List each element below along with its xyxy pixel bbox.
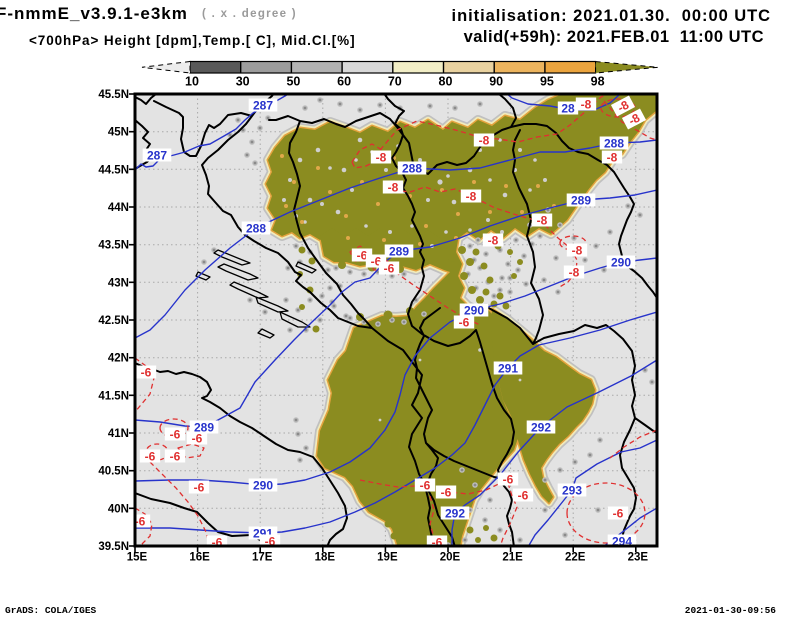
svg-text:-6: -6 — [170, 449, 181, 463]
svg-text:290: 290 — [253, 478, 273, 492]
svg-text:28: 28 — [561, 101, 575, 115]
svg-text:-8: -8 — [388, 180, 399, 194]
svg-text:19E: 19E — [377, 552, 398, 564]
svg-text:21E: 21E — [502, 552, 523, 564]
svg-text:10: 10 — [185, 75, 199, 89]
svg-text:291: 291 — [498, 361, 518, 375]
svg-text:41.5N: 41.5N — [98, 390, 129, 402]
svg-text:40N: 40N — [108, 503, 129, 515]
svg-text:289: 289 — [571, 193, 591, 207]
svg-text:-6: -6 — [503, 472, 514, 486]
svg-text:-8: -8 — [488, 233, 499, 247]
svg-text:-6: -6 — [141, 365, 152, 379]
svg-text:287: 287 — [147, 148, 167, 162]
svg-text:16E: 16E — [189, 552, 210, 564]
svg-text:39.5N: 39.5N — [98, 541, 129, 553]
svg-text:-6: -6 — [613, 506, 624, 520]
svg-text:-8: -8 — [572, 243, 583, 257]
svg-text:-6: -6 — [145, 449, 156, 463]
svg-text:30: 30 — [236, 75, 250, 89]
svg-text:-6: -6 — [384, 261, 395, 275]
svg-text:292: 292 — [445, 506, 465, 520]
svg-text:22E: 22E — [565, 552, 586, 564]
svg-text:98: 98 — [591, 75, 605, 89]
svg-text:-8: -8 — [537, 213, 548, 227]
svg-text:-6: -6 — [441, 485, 452, 499]
svg-text:-6: -6 — [194, 480, 205, 494]
svg-text:-6: -6 — [371, 254, 382, 268]
svg-text:50: 50 — [286, 75, 300, 89]
svg-text:289: 289 — [389, 244, 409, 258]
svg-text:90: 90 — [489, 75, 503, 89]
svg-text:70: 70 — [388, 75, 402, 89]
svg-text:288: 288 — [246, 221, 266, 235]
svg-text:-6: -6 — [265, 534, 276, 548]
svg-text:-8: -8 — [581, 97, 592, 111]
svg-text:289: 289 — [194, 420, 214, 434]
svg-text:-6: -6 — [432, 535, 443, 549]
svg-text:15E: 15E — [127, 552, 148, 564]
svg-text:44N: 44N — [108, 202, 129, 214]
svg-text:44.5N: 44.5N — [98, 164, 129, 176]
svg-text:initialisation: 2021.01.30. 0: initialisation: 2021.01.30. 00:00 UTC — [452, 7, 771, 25]
svg-text:valid(+59h): 2021.FEB.01 11:0: valid(+59h): 2021.FEB.01 11:00 UTC — [464, 28, 764, 46]
svg-text:23E: 23E — [628, 552, 649, 564]
svg-text:-6: -6 — [192, 431, 203, 445]
svg-text:20E: 20E — [440, 552, 461, 564]
svg-text:-8: -8 — [569, 265, 580, 279]
svg-text:288: 288 — [604, 136, 624, 150]
svg-text:-6: -6 — [212, 535, 223, 549]
svg-text:45.5N: 45.5N — [98, 89, 129, 101]
svg-text:-6: -6 — [170, 427, 181, 441]
svg-text:287: 287 — [253, 98, 273, 112]
svg-text:290: 290 — [611, 255, 631, 269]
svg-text:288: 288 — [402, 161, 422, 175]
svg-text:-6: -6 — [518, 488, 529, 502]
svg-text:43.5N: 43.5N — [98, 240, 129, 252]
svg-text:60: 60 — [337, 75, 351, 89]
svg-text:-8: -8 — [466, 189, 477, 203]
svg-text:42.5N: 42.5N — [98, 315, 129, 327]
svg-text:41N: 41N — [108, 428, 129, 440]
svg-text:294: 294 — [612, 534, 632, 548]
svg-text:40.5N: 40.5N — [98, 466, 129, 478]
svg-text:2021-01-30-09:56: 2021-01-30-09:56 — [685, 605, 777, 616]
svg-text:18E: 18E — [315, 552, 336, 564]
svg-text:-6: -6 — [459, 315, 470, 329]
svg-text:-6: -6 — [420, 478, 431, 492]
svg-text:-8: -8 — [479, 133, 490, 147]
svg-text:95: 95 — [540, 75, 554, 89]
svg-text:F-nmmE_v3.9.1-e3km: F-nmmE_v3.9.1-e3km — [0, 4, 188, 23]
svg-text:17E: 17E — [252, 552, 273, 564]
svg-text:-8: -8 — [376, 150, 387, 164]
svg-text:-6: -6 — [135, 514, 146, 528]
svg-text:( . x . degree ): ( . x . degree ) — [202, 8, 297, 20]
svg-text:<700hPa> Height [dpm],Temp.[ C: <700hPa> Height [dpm],Temp.[ C], Mid.Cl.… — [29, 33, 355, 48]
svg-text:293: 293 — [562, 483, 582, 497]
svg-text:292: 292 — [531, 420, 551, 434]
svg-text:80: 80 — [439, 75, 453, 89]
svg-text:290: 290 — [464, 303, 484, 317]
svg-text:-6: -6 — [357, 248, 368, 262]
svg-text:42N: 42N — [108, 353, 129, 365]
svg-text:43N: 43N — [108, 277, 129, 289]
svg-text:45N: 45N — [108, 127, 129, 139]
svg-text:GrADS: COLA/IGES: GrADS: COLA/IGES — [5, 605, 97, 616]
svg-text:-8: -8 — [607, 150, 618, 164]
